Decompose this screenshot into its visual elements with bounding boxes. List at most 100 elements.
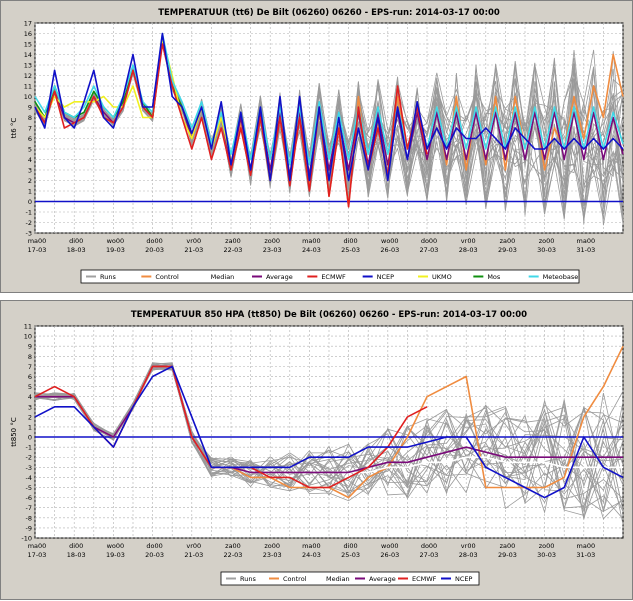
legend-box xyxy=(220,571,480,586)
x-tick-label-day: zo00 xyxy=(539,237,555,245)
x-tick-label-date: 25-03 xyxy=(341,551,360,559)
legend-label-ecmwf: ECMWF xyxy=(321,273,346,281)
y-tick-label: 9 xyxy=(28,104,32,112)
y-tick-label: 1 xyxy=(28,188,32,196)
x-tick-label-day: do00 xyxy=(146,237,162,245)
x-tick-label-date: 22-03 xyxy=(224,246,243,254)
y-tick-label: 15 xyxy=(24,41,32,49)
x-tick-label-day: ma00 xyxy=(28,237,47,245)
x-tick-label-day: za00 xyxy=(225,237,241,245)
x-tick-label-date: 17-03 xyxy=(28,246,47,254)
y-tick-label: -1 xyxy=(26,209,32,217)
y-tick-label: -4 xyxy=(26,474,32,482)
y-tick-label: -3 xyxy=(26,230,32,238)
y-tick-label: 10 xyxy=(24,333,32,341)
y-tick-label: -9 xyxy=(26,524,32,532)
x-tick-label-date: 26-03 xyxy=(380,246,399,254)
bottom-chart-panel: TEMPERATUUR 850 HPA (tt850) De Bilt (062… xyxy=(0,300,633,600)
x-tick-label-date: 20-03 xyxy=(145,551,164,559)
legend-label-mos: Mos xyxy=(487,273,501,281)
legend-label-runs: Runs xyxy=(100,273,116,281)
legend-label-average: Average xyxy=(369,575,396,583)
y-tick-label: 16 xyxy=(24,30,32,38)
y-tick-label: -8 xyxy=(26,514,32,522)
y-tick-label: 10 xyxy=(24,93,32,101)
y-tick-label: 11 xyxy=(24,83,32,91)
y-tick-label: -10 xyxy=(21,535,32,543)
x-tick-label-date: 29-03 xyxy=(498,551,517,559)
x-tick-label-date: 28-03 xyxy=(459,246,478,254)
x-tick-label-day: vr00 xyxy=(461,237,476,245)
x-tick-label-day: zo00 xyxy=(539,542,555,550)
y-tick-label: 13 xyxy=(24,62,32,70)
x-tick-label-day: do00 xyxy=(421,542,437,550)
y-tick-label: 12 xyxy=(24,72,32,80)
x-tick-label-date: 30-03 xyxy=(537,551,556,559)
x-tick-label-day: do00 xyxy=(421,237,437,245)
panel-separator xyxy=(0,293,633,300)
legend-label-runs: Runs xyxy=(240,575,256,583)
x-tick-label-date: 30-03 xyxy=(537,246,556,254)
legend-label-control: Control xyxy=(155,273,179,281)
x-tick-label-day: ma00 xyxy=(28,542,47,550)
x-tick-label-date: 19-03 xyxy=(106,551,125,559)
x-tick-label-day: di00 xyxy=(343,237,357,245)
bottom-chart: TEMPERATUUR 850 HPA (tt850) De Bilt (062… xyxy=(10,310,624,586)
legend-label-control: Control xyxy=(283,575,307,583)
x-tick-label-date: 27-03 xyxy=(420,551,439,559)
x-tick-label-day: di00 xyxy=(69,542,83,550)
legend-label-ncep: NCEP xyxy=(455,575,473,583)
legend-label-average: Average xyxy=(266,273,293,281)
x-tick-label-day: zo00 xyxy=(264,542,280,550)
y-tick-label: 5 xyxy=(28,383,32,391)
x-tick-label-day: vr00 xyxy=(186,237,201,245)
x-tick-label-date: 28-03 xyxy=(459,551,478,559)
x-tick-label-day: za00 xyxy=(225,542,241,550)
x-tick-label-day: wo00 xyxy=(381,237,399,245)
x-tick-label-date: 24-03 xyxy=(302,246,321,254)
y-tick-label: 14 xyxy=(24,51,32,59)
x-tick-label-date: 31-03 xyxy=(576,246,595,254)
chart-title: TEMPERATUUR 850 HPA (tt850) De Bilt (062… xyxy=(131,310,527,320)
x-tick-label-date: 18-03 xyxy=(67,551,86,559)
y-tick-label: 6 xyxy=(28,135,32,143)
x-tick-label-day: ma00 xyxy=(577,237,596,245)
x-tick-label-date: 18-03 xyxy=(67,246,86,254)
top-chart: TEMPERATUUR (tt6) De Bilt (06260) 06260 … xyxy=(10,8,624,284)
x-tick-label-day: di00 xyxy=(69,237,83,245)
x-tick-label-date: 21-03 xyxy=(184,551,203,559)
series-line-ncep xyxy=(34,365,624,499)
runs-series-line xyxy=(34,366,624,512)
x-tick-label-day: ma00 xyxy=(302,237,321,245)
y-tick-label: -3 xyxy=(26,464,32,472)
y-tick-label: 1 xyxy=(28,423,32,431)
x-tick-label-date: 29-03 xyxy=(498,246,517,254)
y-tick-label: 11 xyxy=(24,323,32,331)
y-tick-label: 0 xyxy=(28,434,32,442)
y-axis-label: tt850 °C xyxy=(10,417,18,447)
legend-box xyxy=(80,269,580,284)
series-line-meteobase xyxy=(34,32,624,166)
y-tick-label: 8 xyxy=(28,114,32,122)
y-tick-label: 5 xyxy=(28,146,32,154)
x-tick-label-date: 24-03 xyxy=(302,551,321,559)
legend-label-meteobase: Meteobase xyxy=(543,273,579,281)
y-tick-label: -2 xyxy=(26,454,32,462)
legend-label-ukmo: UKMO xyxy=(432,273,452,281)
legend-label-median: Median xyxy=(211,273,235,281)
x-tick-label-day: ma00 xyxy=(302,542,321,550)
x-tick-label-day: do00 xyxy=(146,542,162,550)
x-tick-label-day: wo00 xyxy=(381,542,399,550)
y-tick-label: 2 xyxy=(28,413,32,421)
chart-title: TEMPERATUUR (tt6) De Bilt (06260) 06260 … xyxy=(158,8,500,18)
y-tick-label: -6 xyxy=(26,494,32,502)
x-tick-label-date: 25-03 xyxy=(341,246,360,254)
legend-label-ecmwf: ECMWF xyxy=(412,575,437,583)
series-line-ecmwf xyxy=(34,43,428,208)
x-tick-label-day: wo00 xyxy=(107,542,125,550)
y-tick-label: -7 xyxy=(26,504,32,512)
y-axis-label: tt6 °C xyxy=(10,118,18,139)
y-tick-label: 2 xyxy=(28,177,32,185)
x-tick-label-day: ma00 xyxy=(577,542,596,550)
y-tick-label: 9 xyxy=(28,343,32,351)
